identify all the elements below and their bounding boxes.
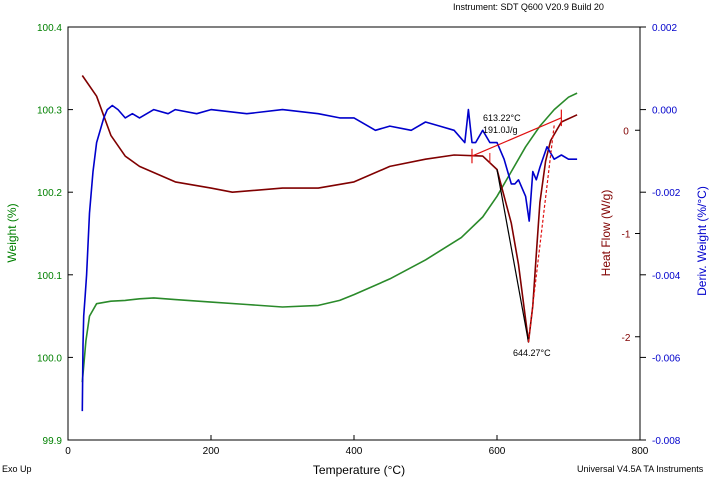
deriv-axis-label: Deriv. Weight (%/°C): [695, 186, 709, 296]
x-tick-label: 0: [65, 446, 71, 457]
x-tick-label: 400: [346, 446, 363, 457]
deriv-tick-label: 0.002: [652, 23, 677, 34]
x-tick-label: 600: [489, 446, 506, 457]
weight-tick-label: 100.2: [37, 188, 62, 199]
heatflow-tick-label: -2: [622, 333, 631, 344]
software-label: Universal V4.5A TA Instruments: [577, 464, 704, 474]
peak-tangent-left: [496, 169, 530, 343]
onset-temperature-label: 613.22°C: [483, 113, 521, 123]
deriv-tick-label: 0.000: [652, 106, 677, 117]
weight-series-line: [81, 92, 578, 383]
deriv-tick-label: -0.008: [652, 436, 681, 447]
deriv-tick-label: -0.002: [652, 188, 681, 199]
weight-tick-label: 99.9: [43, 436, 63, 447]
heatflow-tick-label: 0: [623, 126, 629, 137]
weight-tick-label: 100.3: [37, 106, 62, 117]
deriv-series-line: [81, 104, 578, 412]
instrument-label: Instrument: SDT Q600 V20.9 Build 20: [453, 2, 604, 12]
heatflow-axis-label: Heat Flow (W/g): [599, 190, 613, 277]
exo-up-label: Exo Up: [2, 464, 32, 474]
weight-tick-label: 100.0: [37, 353, 62, 364]
x-axis-label: Temperature (°C): [313, 463, 405, 477]
x-tick-label: 200: [203, 446, 220, 457]
deriv-tick-label: -0.006: [652, 353, 681, 364]
weight-axis-label: Weight (%): [5, 203, 19, 262]
peak-temperature-label: 644.27°C: [513, 348, 551, 358]
integration-baseline: [471, 117, 562, 157]
weight-tick-label: 100.4: [37, 23, 62, 34]
peak-tangent-right: [527, 125, 555, 342]
heatflow-tick-label: -1: [622, 230, 631, 241]
enthalpy-label: 191.0J/g: [483, 125, 518, 135]
deriv-tick-label: -0.004: [652, 271, 681, 282]
heatflow-series-line: [81, 75, 578, 343]
x-tick-label: 800: [632, 446, 649, 457]
weight-tick-label: 100.1: [37, 271, 62, 282]
plot-frame: [67, 26, 641, 441]
